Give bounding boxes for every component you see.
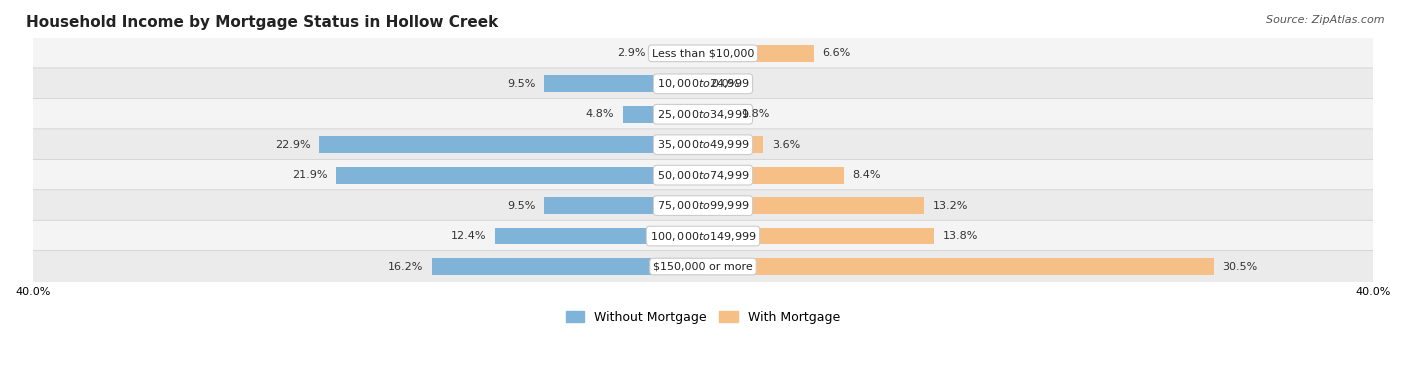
Text: $35,000 to $49,999: $35,000 to $49,999 (657, 138, 749, 151)
Bar (703, 167, 844, 184)
Bar (703, 228, 934, 244)
Bar (432, 258, 703, 275)
Text: 13.8%: 13.8% (942, 231, 979, 241)
Text: 22.9%: 22.9% (276, 140, 311, 150)
Bar (544, 75, 703, 92)
FancyBboxPatch shape (32, 190, 1374, 221)
Text: 16.2%: 16.2% (388, 262, 423, 271)
Text: 3.6%: 3.6% (772, 140, 800, 150)
Text: Less than $10,000: Less than $10,000 (652, 48, 754, 58)
Bar (703, 136, 763, 153)
FancyBboxPatch shape (32, 129, 1374, 161)
Text: $10,000 to $24,999: $10,000 to $24,999 (657, 77, 749, 90)
Text: 21.9%: 21.9% (292, 170, 328, 180)
Text: 0.0%: 0.0% (711, 79, 740, 89)
Bar (544, 197, 703, 214)
Bar (654, 45, 703, 62)
Bar (703, 197, 924, 214)
FancyBboxPatch shape (32, 98, 1374, 130)
FancyBboxPatch shape (32, 37, 1374, 69)
Text: $25,000 to $34,999: $25,000 to $34,999 (657, 108, 749, 121)
Legend: Without Mortgage, With Mortgage: Without Mortgage, With Mortgage (561, 306, 845, 329)
Text: 1.8%: 1.8% (741, 109, 770, 119)
Bar (623, 106, 703, 123)
Bar (319, 136, 703, 153)
Text: $150,000 or more: $150,000 or more (654, 262, 752, 271)
Text: Source: ZipAtlas.com: Source: ZipAtlas.com (1267, 15, 1385, 25)
Text: $50,000 to $74,999: $50,000 to $74,999 (657, 169, 749, 182)
Text: $100,000 to $149,999: $100,000 to $149,999 (650, 230, 756, 242)
Text: 13.2%: 13.2% (932, 201, 967, 211)
Bar (703, 45, 814, 62)
Text: 12.4%: 12.4% (451, 231, 486, 241)
FancyBboxPatch shape (32, 220, 1374, 252)
Bar (336, 167, 703, 184)
Text: 6.6%: 6.6% (823, 48, 851, 58)
FancyBboxPatch shape (32, 251, 1374, 282)
Text: 8.4%: 8.4% (852, 170, 880, 180)
Text: 9.5%: 9.5% (508, 201, 536, 211)
Bar (495, 228, 703, 244)
Text: Household Income by Mortgage Status in Hollow Creek: Household Income by Mortgage Status in H… (25, 15, 498, 30)
Text: $75,000 to $99,999: $75,000 to $99,999 (657, 199, 749, 212)
Bar (703, 258, 1215, 275)
FancyBboxPatch shape (32, 68, 1374, 100)
Bar (703, 106, 733, 123)
FancyBboxPatch shape (32, 159, 1374, 191)
Text: 30.5%: 30.5% (1222, 262, 1258, 271)
Text: 9.5%: 9.5% (508, 79, 536, 89)
Text: 2.9%: 2.9% (617, 48, 645, 58)
Text: 4.8%: 4.8% (586, 109, 614, 119)
